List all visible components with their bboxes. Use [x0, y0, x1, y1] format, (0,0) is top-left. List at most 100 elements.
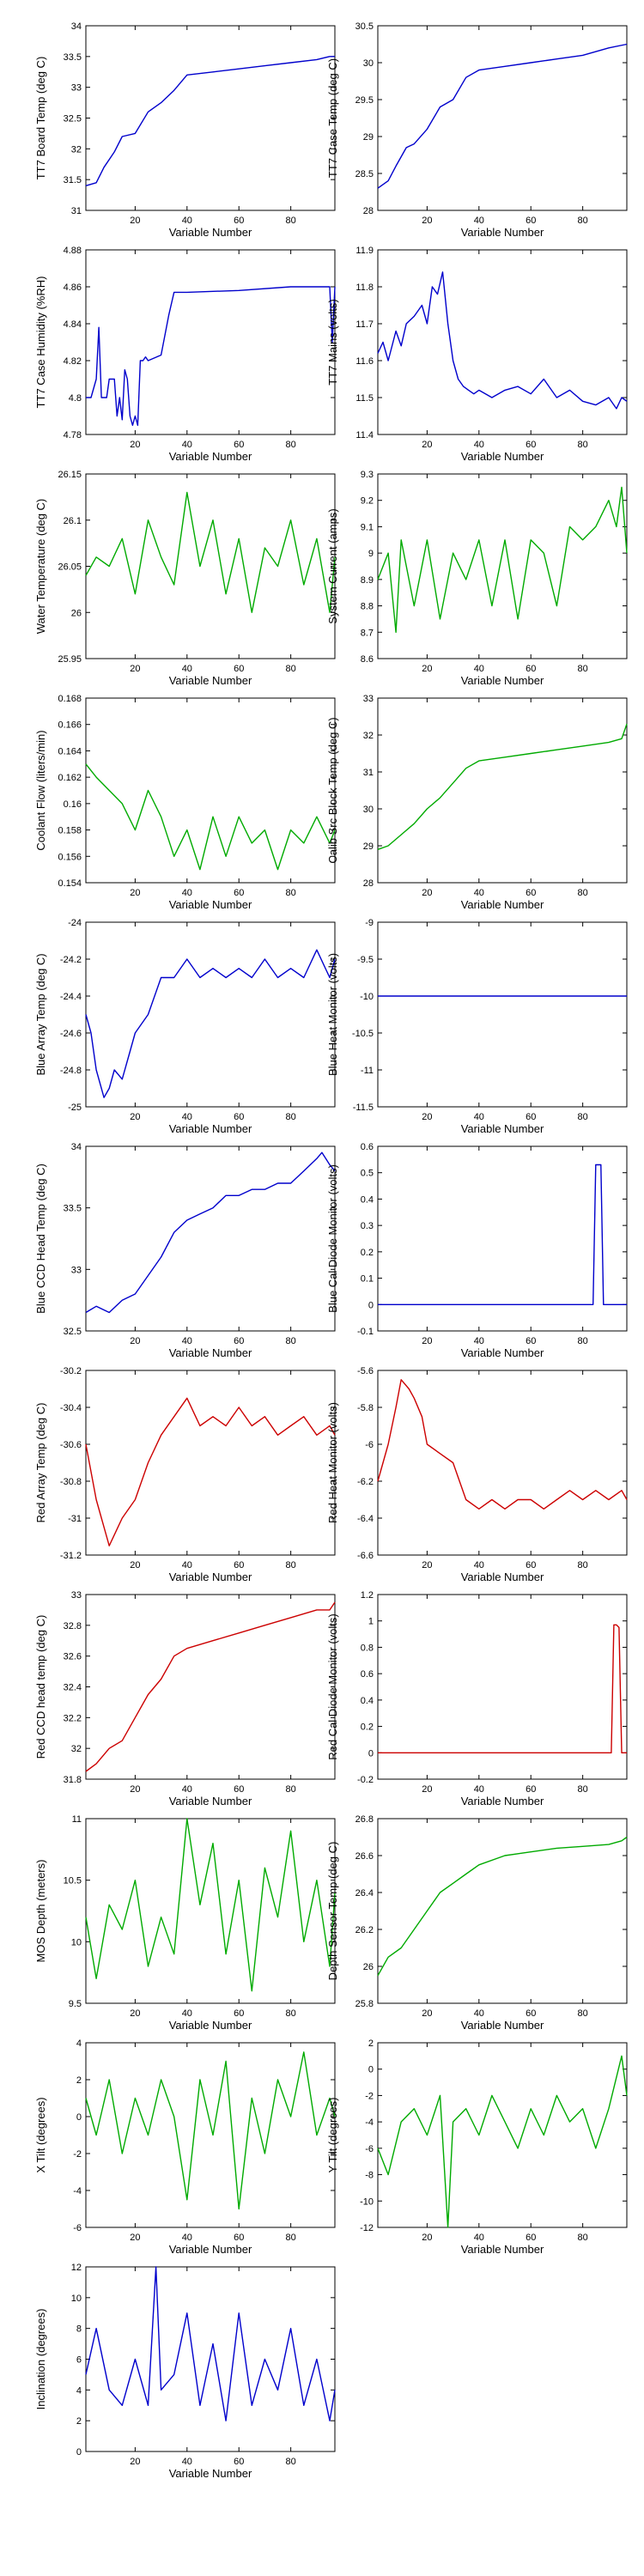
- y-axis-label: MOS Depth (meters): [34, 1860, 47, 1963]
- y-axis-label: Red Heat Monitor (volts): [326, 1402, 339, 1523]
- x-tick-label: 60: [526, 2008, 536, 2019]
- chart-panel-17: 20 40 60 80 25.8 26 26.2 26.4 26.6 26.8 Variable N…: [326, 1814, 628, 2032]
- x-tick-label: 80: [286, 2457, 296, 2467]
- y-tick-label: 32: [71, 144, 82, 155]
- y-tick-label: 0.156: [58, 852, 82, 862]
- x-tick-label: 60: [526, 1784, 536, 1795]
- x-tick-label: 80: [286, 1784, 296, 1795]
- y-tick-label: -12: [360, 2223, 374, 2233]
- x-tick-label: 40: [474, 664, 484, 674]
- x-axis-label: Variable Number: [461, 2243, 544, 2256]
- plot-frame: [377, 1145, 628, 1332]
- y-tick-label: 28.5: [355, 169, 374, 179]
- x-tick-label: 80: [286, 1112, 296, 1122]
- y-tick-label: 32: [71, 1744, 82, 1754]
- x-tick-label: 40: [474, 1112, 484, 1122]
- y-tick-label: 0.5: [361, 1169, 374, 1179]
- x-tick-label: 40: [182, 1560, 192, 1571]
- plot-frame: [377, 1370, 628, 1556]
- series-line-0: [85, 56, 335, 186]
- x-tick-label: 40: [182, 216, 192, 226]
- plot-frame: [85, 1370, 336, 1556]
- y-tick-label: 31: [363, 768, 374, 778]
- chart-panel-2: 20 40 60 80 4.78 4.8 4.82 4.84 4.86 4.88 Variable …: [34, 246, 336, 463]
- y-tick-label: 4.78: [64, 430, 82, 440]
- chart-panel-12: 20 40 60 80 -31.2 -31 -30.8 -30.6 -30.4 -30.2 Vari…: [34, 1366, 336, 1583]
- x-tick-label: 80: [286, 216, 296, 226]
- x-tick-label: 40: [474, 2233, 484, 2243]
- series-line-0: [377, 486, 628, 633]
- y-tick-label: 0: [368, 1748, 374, 1759]
- x-tick-label: 20: [130, 216, 140, 226]
- y-tick-label: 4.8: [69, 393, 82, 404]
- x-tick-label: 40: [474, 1336, 484, 1346]
- y-tick-label: -6.4: [357, 1514, 374, 1524]
- y-tick-label: 0.162: [58, 773, 82, 783]
- y-axis-label: TT7 Board Temp (deg C): [34, 57, 47, 180]
- y-tick-label: 9.1: [361, 522, 374, 532]
- x-tick-label: 60: [526, 440, 536, 450]
- y-tick-label: 0.6: [361, 1669, 374, 1680]
- y-tick-label: 11.7: [355, 319, 374, 330]
- x-tick-label: 40: [474, 216, 484, 226]
- y-tick-label: 8.7: [361, 628, 374, 638]
- y-tick-label: 2: [76, 2416, 82, 2427]
- y-tick-label: 26.1: [64, 516, 82, 526]
- y-axis-label: Blue CCD Head Temp (deg C): [34, 1163, 47, 1314]
- y-tick-label: 0.2: [361, 1248, 374, 1258]
- y-tick-label: 9.2: [361, 496, 374, 507]
- x-axis-label: Variable Number: [461, 898, 544, 911]
- series-line-0: [377, 723, 628, 850]
- x-tick-label: 60: [526, 2233, 536, 2243]
- y-tick-label: 4.86: [64, 283, 82, 293]
- x-axis-label: Variable Number: [169, 2467, 252, 2480]
- x-axis-label: Variable Number: [461, 1571, 544, 1583]
- y-tick-label: 25.8: [355, 1999, 374, 2009]
- chart-panel-8: 20 40 60 80 -25 -24.8 -24.6 -24.4 -24.2 -24 Variab…: [34, 918, 336, 1135]
- plot-frame: [85, 249, 336, 435]
- y-tick-label: 8: [76, 2324, 82, 2335]
- y-tick-label: -2: [73, 2149, 82, 2160]
- x-tick-label: 40: [474, 888, 484, 898]
- y-tick-label: -24.4: [60, 992, 82, 1002]
- y-axis-label: Calib Src Block Temp (deg C): [326, 717, 339, 863]
- y-tick-label: -31.2: [60, 1551, 82, 1561]
- chart-panel-5: 20 40 60 80 8.6 8.7 8.8 8.9 9 9.1 9.2 9.3 Variable N…: [326, 470, 628, 687]
- y-tick-label: 0.4: [361, 1194, 374, 1205]
- x-tick-label: 80: [578, 440, 588, 450]
- y-tick-label: -30.8: [60, 1477, 82, 1487]
- x-tick-label: 20: [130, 888, 140, 898]
- y-tick-label: 11.5: [355, 393, 374, 404]
- y-tick-label: 4: [76, 2385, 82, 2396]
- x-tick-label: 80: [286, 1560, 296, 1571]
- y-tick-label: -0.1: [357, 1327, 374, 1337]
- x-tick-label: 80: [578, 1560, 588, 1571]
- y-tick-label: 6: [76, 2355, 82, 2366]
- y-tick-label: 0.16: [64, 799, 82, 810]
- y-tick-label: 0.164: [58, 746, 82, 756]
- y-tick-label: 33: [71, 83, 82, 94]
- y-axis-label: Red Cal Diode Monitor (volts): [326, 1613, 339, 1760]
- x-tick-label: 20: [422, 1784, 432, 1795]
- y-tick-label: 0.2: [361, 1722, 374, 1733]
- y-tick-label: 9.5: [69, 1999, 82, 2009]
- y-tick-label: 0: [76, 2112, 82, 2123]
- y-tick-label: 28: [363, 878, 374, 889]
- series-line-0: [377, 1836, 628, 1977]
- series-line-0: [378, 1163, 627, 1306]
- y-tick-label: 8.6: [361, 654, 374, 665]
- x-tick-label: 60: [234, 2457, 244, 2467]
- series-line-0: [377, 1379, 628, 1510]
- y-tick-label: 33.5: [64, 1204, 82, 1214]
- chart-panel-15: 20 40 60 80 -0.2 0 0.2 0.4 0.6 0.8 1 1.2 Variable Nu…: [326, 1590, 628, 1807]
- plot-frame: [85, 1818, 336, 2004]
- x-tick-label: 20: [130, 1784, 140, 1795]
- plot-frame: [377, 697, 628, 884]
- x-axis-label: Variable Number: [169, 1122, 252, 1135]
- x-axis-label: Variable Number: [461, 674, 544, 687]
- plot-frame: [85, 473, 336, 659]
- y-tick-label: 30: [363, 58, 374, 69]
- y-tick-label: -24.2: [60, 955, 82, 965]
- x-tick-label: 20: [422, 2008, 432, 2019]
